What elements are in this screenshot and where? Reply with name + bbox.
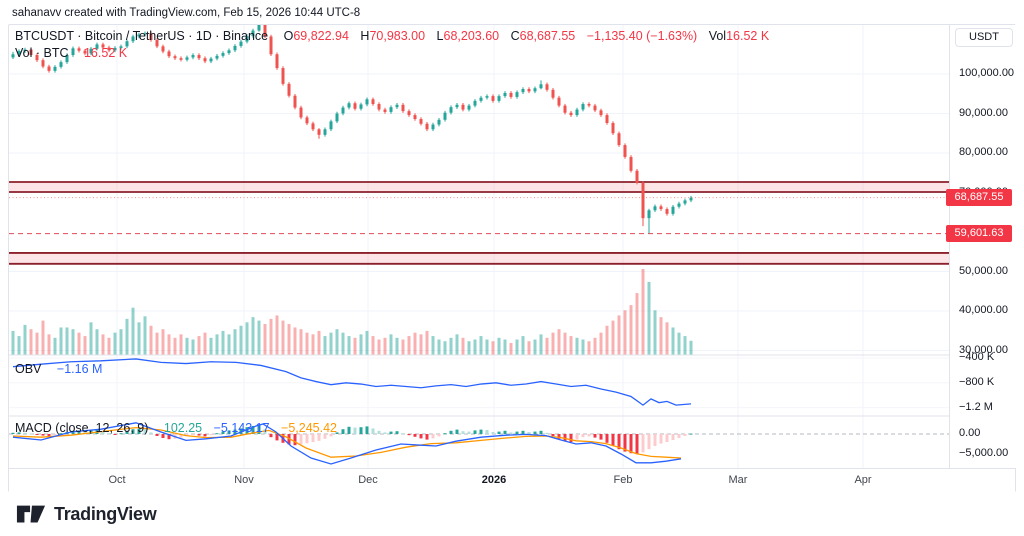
price-axis-label: 90,000.00: [959, 106, 1008, 119]
obv-legend-value: −1.16 M: [56, 362, 103, 376]
price-axis-label: 0.00: [959, 427, 981, 439]
macd-legend[interactable]: MACD (close, 12, 26, 9) 102.25 −5,143.17…: [15, 421, 337, 435]
volume-legend[interactable]: Vol · BTC 16.52 K: [15, 46, 127, 60]
high-label: H: [360, 29, 370, 43]
time-axis-label: 2026: [481, 474, 507, 486]
price-axis-label: 30,000.00: [959, 343, 1008, 356]
price-axis[interactable]: 100,000.0090,000.0080,000.0070,000.0050,…: [949, 25, 1016, 468]
time-axis-label: Dec: [358, 474, 378, 486]
currency-toggle-button[interactable]: USDT: [955, 28, 1013, 47]
price-axis-label: −1.2 M: [959, 400, 993, 413]
obv-legend-label: OBV: [15, 362, 42, 376]
macd-signal-line: [12, 426, 682, 459]
price-axis-label: −800 K: [959, 375, 995, 388]
macd-signal-value: −5,245.42: [281, 421, 338, 435]
volume-legend-value: 16.52 K: [83, 46, 128, 60]
price-badge: 59,601.63: [946, 225, 1012, 243]
symbol-legend[interactable]: BTCUSDT · Bitcoin / TetherUS · 1D · Bina…: [15, 29, 777, 43]
price-badge: 68,687.55: [946, 189, 1012, 207]
price-axis-label: 40,000.00: [959, 304, 1008, 316]
price-axis-label: −400 K: [959, 351, 995, 363]
attribution-text: sahanavv created with TradingView.com, F…: [12, 7, 361, 19]
change-value: −1,135.40 (−1.63%): [586, 29, 698, 43]
time-axis-label: Nov: [234, 474, 254, 486]
time-axis-label: Apr: [854, 474, 872, 486]
tradingview-logo[interactable]: TradingView: [16, 499, 157, 529]
time-axis[interactable]: Oct Nov Dec 2026 Feb Mar Apr: [9, 468, 1015, 492]
tradingview-logo-text: TradingView: [54, 503, 157, 524]
open-value: 69,822.94: [293, 29, 349, 43]
time-axis-label: Oct: [108, 474, 126, 486]
obv-legend[interactable]: OBV −1.16 M: [15, 362, 102, 376]
price-axis-label: 50,000.00: [959, 264, 1008, 277]
time-axis-label: Feb: [613, 474, 633, 486]
macd-hist-value: 102.25: [163, 421, 203, 435]
price-zones: [9, 181, 949, 265]
price-axis-label: 80,000.00: [959, 146, 1008, 158]
close-value: 68,687.55: [519, 29, 576, 43]
vol-label: Vol: [708, 29, 727, 43]
time-axis-label: Mar: [728, 474, 748, 486]
gridlines: [9, 25, 949, 468]
low-value: 68,203.60: [443, 29, 500, 43]
volume-bars: [11, 269, 693, 355]
obv-line: [12, 358, 692, 406]
vol-value: 16.52 K: [726, 29, 770, 43]
price-axis-label: −5,000.00: [959, 447, 1009, 459]
tradingview-logo-icon: [16, 505, 46, 523]
macd-histogram: [11, 425, 693, 454]
macd-line-value: −5,143.17: [213, 421, 270, 435]
volume-legend-label: Vol · BTC: [15, 46, 69, 60]
chart-frame: BTCUSDT · Bitcoin / TetherUS · 1D · Bina…: [8, 24, 1016, 492]
candlesticks: [11, 25, 693, 234]
close-label: C: [510, 29, 520, 43]
open-label: O: [283, 29, 294, 43]
low-label: L: [436, 29, 444, 43]
macd-legend-label: MACD (close, 12, 26, 9): [15, 421, 149, 435]
symbol-title: BTCUSDT · Bitcoin / TetherUS · 1D · Bina…: [15, 29, 269, 43]
macd-main-line: [12, 422, 682, 465]
price-axis-label: 100,000.00: [959, 67, 1015, 79]
high-value: 70,983.00: [369, 29, 426, 43]
chart-canvas[interactable]: [9, 25, 949, 468]
